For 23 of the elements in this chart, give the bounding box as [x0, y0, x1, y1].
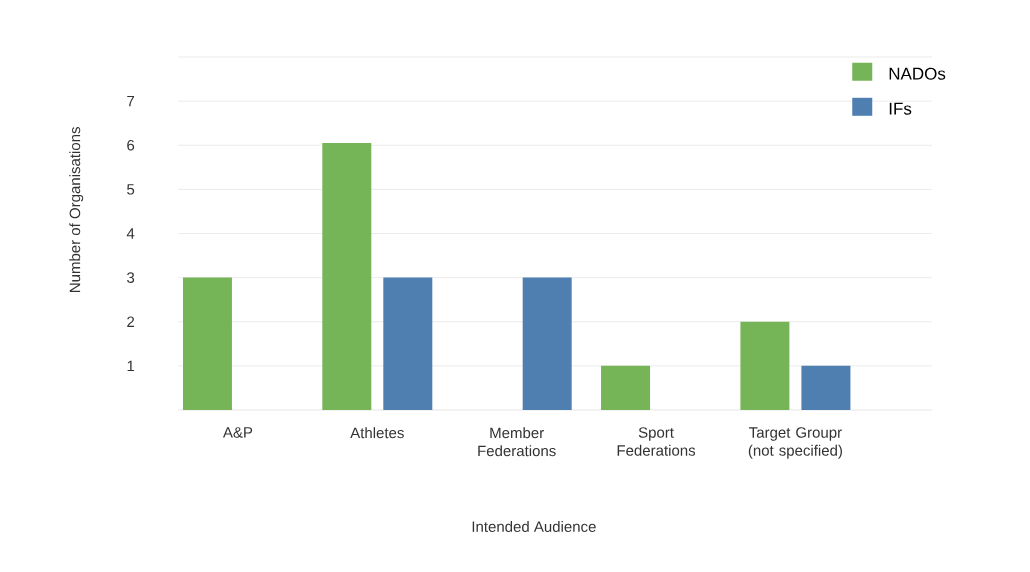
bar — [740, 321, 790, 410]
bar — [182, 277, 232, 410]
x-tick-label: Sport Federations — [617, 427, 696, 456]
y-axis-title: Number of Organisations — [69, 127, 84, 292]
x-axis-title: Intended Audience — [472, 520, 596, 532]
bar — [522, 277, 572, 410]
bar — [801, 365, 851, 410]
bar — [601, 365, 651, 410]
legend-label: NADOs — [889, 67, 946, 80]
y-tick-label: 3 — [127, 272, 135, 283]
x-tick-label: Member Federations — [478, 427, 556, 457]
x-tick-label: Athletes — [350, 427, 404, 439]
x-tick-label: A&P — [222, 427, 253, 438]
y-tick-label: 1 — [127, 360, 135, 372]
y-tick-label: 2 — [127, 316, 135, 327]
legend-label: IFs — [889, 102, 912, 115]
y-tick-label: 7 — [127, 95, 135, 107]
bar — [383, 277, 433, 410]
y-tick-label: 4 — [126, 228, 135, 239]
y-tick-label: 6 — [127, 139, 135, 151]
y-tick-label: 5 — [127, 184, 135, 195]
x-tick-label: Target Groupr (not specified) — [748, 427, 842, 459]
bar — [322, 143, 372, 410]
